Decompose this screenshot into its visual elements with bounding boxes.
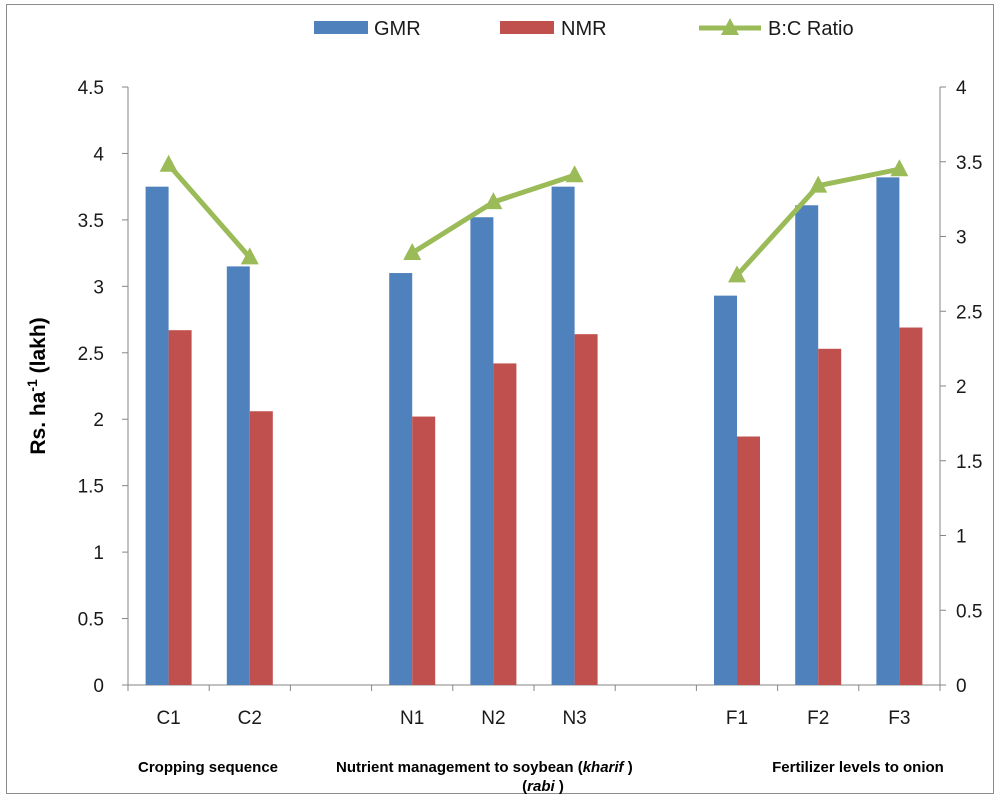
bar-gmr-n2	[470, 217, 494, 685]
axes: 0 0.5 1 1.5 2 2.5 3 3.5 4 4.5 0 0.5 1 1.5 2 2.5 3 3.5 4 Rs.…	[24, 78, 982, 697]
bar-nmr-n3	[574, 334, 598, 685]
legend-swatch-nmr	[500, 21, 554, 34]
right-tick-label: 3	[956, 228, 967, 249]
left-tick-label: 4	[93, 144, 104, 165]
group-label-nutrient: Nutrient management to soybean (kharif )	[336, 759, 633, 776]
category-label-f1: F1	[726, 708, 748, 729]
category-label-n2: N2	[481, 708, 505, 729]
bar-gmr-c1	[145, 186, 169, 685]
labels: C1 C2 N1 N2 N3 F1 F2 F3 Cropping sequence Nutrien…	[138, 708, 944, 795]
bar-gmr-f2	[795, 205, 819, 685]
right-tick-label: 2	[956, 377, 967, 398]
bc-ratio-marker-f1	[728, 265, 746, 283]
legend-label-bc: B:C Ratio	[768, 18, 854, 40]
bc-ratio-marker-f3	[890, 159, 909, 177]
left-tick-label: 4.5	[78, 78, 104, 99]
bc-ratio-marker-c1	[159, 154, 178, 172]
legend: GMR NMR B:C Ratio	[314, 18, 854, 40]
legend-label-nmr: NMR	[561, 18, 607, 40]
bar-nmr-n1	[412, 416, 436, 685]
right-tick-label: 1	[956, 527, 967, 548]
right-tick-label: 0.5	[956, 601, 982, 622]
bar-gmr-f3	[876, 177, 900, 685]
left-tick-label: 0.5	[78, 610, 104, 631]
bc-ratio-marker-c2	[240, 247, 259, 265]
category-label-c1: C1	[156, 708, 180, 729]
group-label-cropping: Cropping sequence	[138, 759, 278, 776]
left-tick-label: 0	[93, 676, 104, 697]
category-label-f3: F3	[888, 708, 910, 729]
bar-gmr-c2	[226, 266, 250, 685]
bar-nmr-c1	[168, 330, 192, 685]
right-tick-label: 4	[956, 78, 967, 99]
category-label-n3: N3	[562, 708, 586, 729]
y-axis-title: Rs. ha-1 (lakh)	[24, 317, 50, 454]
bc-ratio-marker-f2	[809, 175, 828, 193]
group-label-fertilizer: Fertilizer levels to onion	[772, 759, 944, 776]
bar-nmr-n2	[493, 363, 517, 685]
legend-swatch-gmr	[314, 21, 368, 34]
bc-ratio-line	[159, 154, 909, 283]
right-tick-label: 2.5	[956, 302, 982, 323]
bar-gmr-f1	[714, 295, 737, 685]
bar-nmr-c2	[249, 411, 273, 685]
bar-gmr-n1	[389, 273, 413, 685]
bar-gmr-n3	[551, 186, 575, 685]
right-tick-label: 3.5	[956, 153, 982, 174]
bar-nmr-f1	[737, 436, 760, 685]
left-tick-label: 3.5	[78, 211, 104, 232]
bc-ratio-marker-n1	[403, 242, 422, 260]
legend-label-gmr: GMR	[374, 18, 421, 40]
bar-nmr-f3	[899, 327, 923, 685]
left-tick-label: 2.5	[78, 344, 104, 365]
bars	[145, 177, 923, 685]
left-tick-label: 2	[93, 410, 104, 431]
bc-ratio-segment	[166, 163, 252, 260]
bc-ratio-marker-n2	[484, 192, 503, 210]
bc-ratio-marker-n3	[565, 165, 584, 183]
group-label-rabi: (rabi )	[522, 778, 564, 795]
right-tick-label: 0	[956, 676, 967, 697]
left-tick-label: 1.5	[78, 477, 104, 498]
legend-marker-bc	[721, 18, 739, 35]
left-tick-label: 3	[93, 277, 104, 298]
right-tick-label: 1.5	[956, 452, 982, 473]
category-label-n1: N1	[400, 708, 424, 729]
category-label-f2: F2	[807, 708, 829, 729]
bar-nmr-f2	[818, 348, 842, 685]
left-tick-label: 1	[93, 543, 104, 564]
category-label-c2: C2	[238, 708, 262, 729]
